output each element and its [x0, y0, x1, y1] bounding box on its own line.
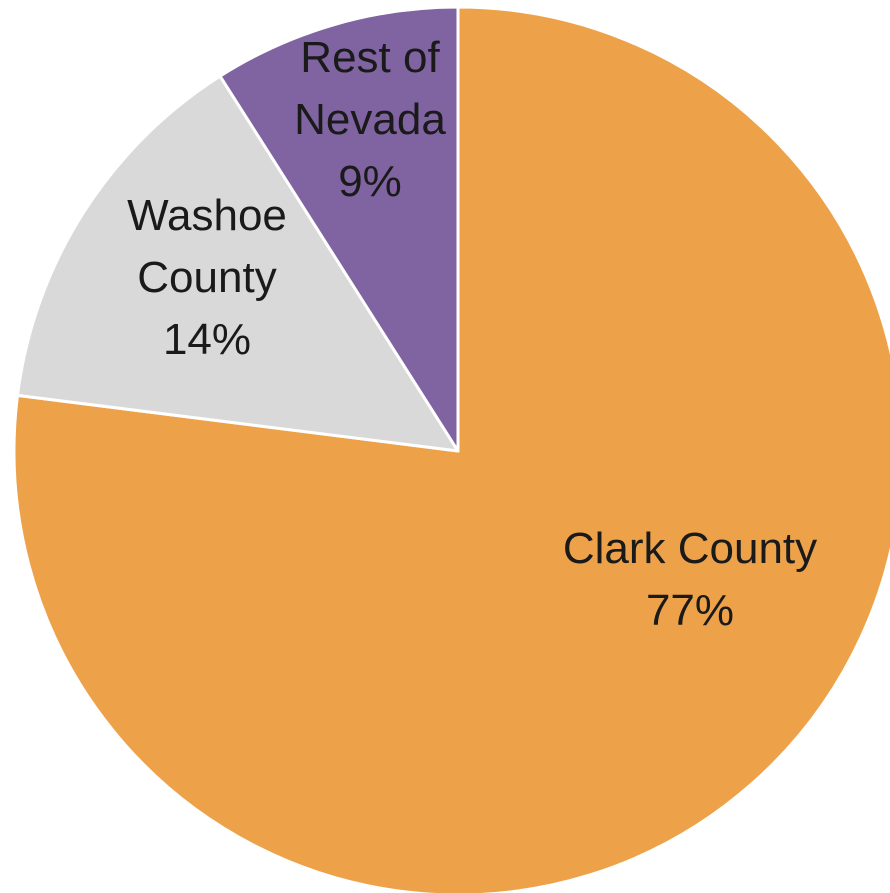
data-label-clark-county: Clark County 77%: [563, 524, 817, 635]
pie-slice-rest-of-nevada: [218, 5, 460, 453]
pie-slices: [12, 5, 890, 893]
data-label-rest-of-nevada: Rest of Nevada 9%: [294, 33, 446, 206]
data-label-washoe-county: Washoe County 14%: [127, 191, 287, 364]
pie-slice-washoe-county: [16, 74, 460, 453]
pie-labels: Clark County 77% Washoe County 14%Rest of Nev…: [127, 33, 817, 635]
pie-slice-clark-county: [12, 5, 890, 893]
